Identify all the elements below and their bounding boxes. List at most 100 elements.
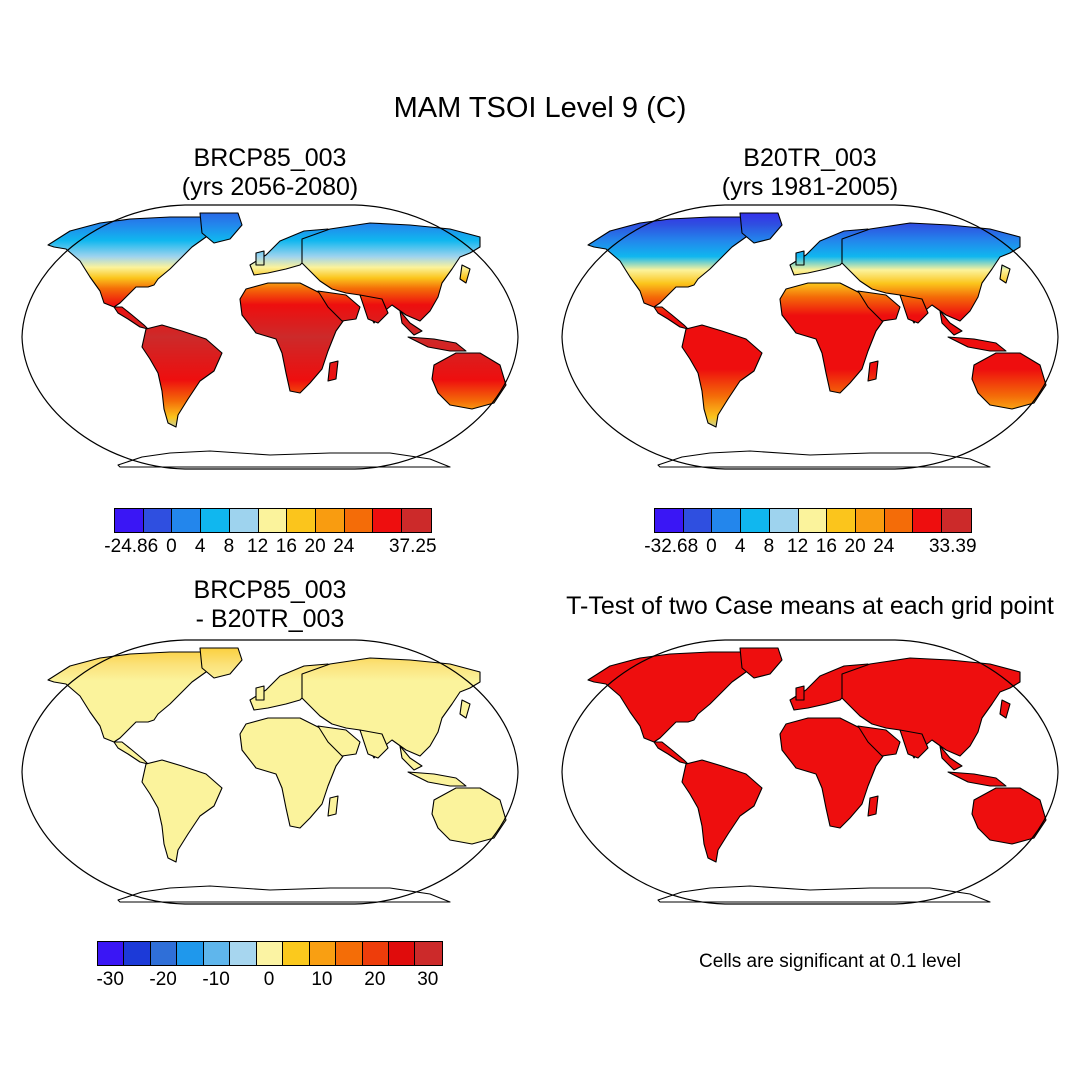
land-north-america xyxy=(587,651,763,743)
land-north-america xyxy=(587,216,763,308)
colorbar-box xyxy=(256,942,284,965)
colorbar-box xyxy=(201,509,230,532)
panel4-title: T-Test of two Case means at each grid po… xyxy=(540,592,1080,621)
land-antarctica xyxy=(117,885,451,903)
colorbar-tick-label: 24 xyxy=(873,536,895,557)
land-australia xyxy=(431,352,507,410)
colorbar-boxes xyxy=(114,508,432,533)
land-madagascar xyxy=(867,795,879,817)
colorbar-box xyxy=(115,509,144,532)
colorbar-box xyxy=(415,942,442,965)
land-india xyxy=(359,729,389,759)
land-antarctica xyxy=(657,450,991,468)
land-greenland xyxy=(199,212,243,244)
land-japan xyxy=(999,264,1011,284)
colorbar-box xyxy=(655,509,684,532)
colorbar-box xyxy=(203,942,231,965)
land-indonesia xyxy=(947,771,1007,787)
colorbar-box xyxy=(712,509,742,532)
land-japan xyxy=(999,699,1011,719)
colorbar-tick-label: -20 xyxy=(149,969,177,990)
colorbar-tick-label: 30 xyxy=(417,969,439,990)
panel2-title: B20TR_003 (yrs 1981-2005) xyxy=(660,144,960,202)
land-asia xyxy=(841,657,1021,759)
land-greenland xyxy=(739,647,783,679)
land-australia xyxy=(431,787,507,845)
colorbar-box xyxy=(344,509,374,532)
land-south-america xyxy=(141,759,223,863)
colorbar-box xyxy=(336,942,363,965)
land-uk xyxy=(795,685,805,701)
land-india xyxy=(899,729,929,759)
colorbar-historical: -32.68 0 4 8 12 16 20 24 33.39 xyxy=(644,508,977,568)
land-uk xyxy=(795,250,805,266)
land-india xyxy=(899,294,929,324)
colorbar-box xyxy=(177,942,204,965)
land-arabia xyxy=(317,290,361,322)
colorbar-box xyxy=(373,509,403,532)
colorbar-box xyxy=(258,509,288,532)
figure-title: MAM TSOI Level 9 (C) xyxy=(393,92,687,124)
colorbar-tick-label: 4 xyxy=(734,536,746,557)
colorbar-box xyxy=(150,942,178,965)
panel2-title-line2: (yrs 1981-2005) xyxy=(721,173,899,201)
land-greenland xyxy=(199,647,243,679)
colorbar-difference: -30 -20 -10 0 10 20 30 xyxy=(96,941,443,1001)
colorbar-box xyxy=(388,942,416,965)
colorbar-tick-label: 12 xyxy=(787,536,809,557)
colorbar-box xyxy=(769,509,799,532)
colorbar-box xyxy=(798,509,828,532)
panel4-title-line1: T-Test of two Case means at each grid po… xyxy=(566,592,1054,620)
colorbar-tick-label: -32.68 xyxy=(644,536,699,557)
land-japan xyxy=(459,699,471,719)
panel1-title-line1: BRCP85_003 xyxy=(193,144,347,172)
colorbar-tick-label: 12 xyxy=(247,536,269,557)
colorbar-box xyxy=(283,942,310,965)
land-se-asia xyxy=(939,745,963,771)
colorbar-box xyxy=(683,509,713,532)
land-se-asia xyxy=(399,745,423,771)
land-madagascar xyxy=(327,360,339,382)
land-greenland xyxy=(739,212,783,244)
colorbar-tick-label: 33.39 xyxy=(928,536,977,557)
colorbar-box xyxy=(827,509,857,532)
land-antarctica xyxy=(117,450,451,468)
land-indonesia xyxy=(947,336,1007,352)
colorbar-tick-label: 16 xyxy=(815,536,837,557)
map-frame xyxy=(561,639,1059,905)
colorbar-box xyxy=(230,942,257,965)
colorbar-tick-label: 0 xyxy=(166,536,177,557)
land-indonesia xyxy=(407,771,467,787)
map-panel-difference xyxy=(21,639,519,905)
panel3-title: BRCP85_003 - B20TR_003 xyxy=(120,576,420,634)
colorbar-box xyxy=(229,509,259,532)
colorbar-tick-label: 20 xyxy=(364,969,386,990)
colorbar-tick-label: 24 xyxy=(333,536,355,557)
land-india xyxy=(359,294,389,324)
land-se-asia xyxy=(399,310,423,336)
colorbar-tick-label: 0 xyxy=(263,969,275,990)
colorbar-box xyxy=(741,509,770,532)
colorbar-box xyxy=(309,942,337,965)
colorbar-boxes xyxy=(654,508,972,533)
colorbar-tick-label: 4 xyxy=(194,536,206,557)
land-japan xyxy=(459,264,471,284)
panel1-title: BRCP85_003 (yrs 2056-2080) xyxy=(120,144,420,202)
panel2-title-line1: B20TR_003 xyxy=(743,144,877,172)
colorbar-box xyxy=(287,509,317,532)
land-asia xyxy=(301,222,481,324)
panel3-title-line1: BRCP85_003 xyxy=(193,576,347,604)
land-arabia xyxy=(317,725,361,757)
land-antarctica xyxy=(657,885,991,903)
land-asia xyxy=(301,657,481,759)
map-panel-historical xyxy=(561,204,1059,470)
colorbar-box xyxy=(402,509,431,532)
colorbar-box xyxy=(143,509,173,532)
land-se-asia xyxy=(939,310,963,336)
land-uk xyxy=(255,250,265,266)
colorbar-box xyxy=(913,509,943,532)
map-panel-future xyxy=(21,204,519,470)
colorbar-box xyxy=(884,509,914,532)
land-madagascar xyxy=(327,795,339,817)
colorbar-box xyxy=(172,509,202,532)
